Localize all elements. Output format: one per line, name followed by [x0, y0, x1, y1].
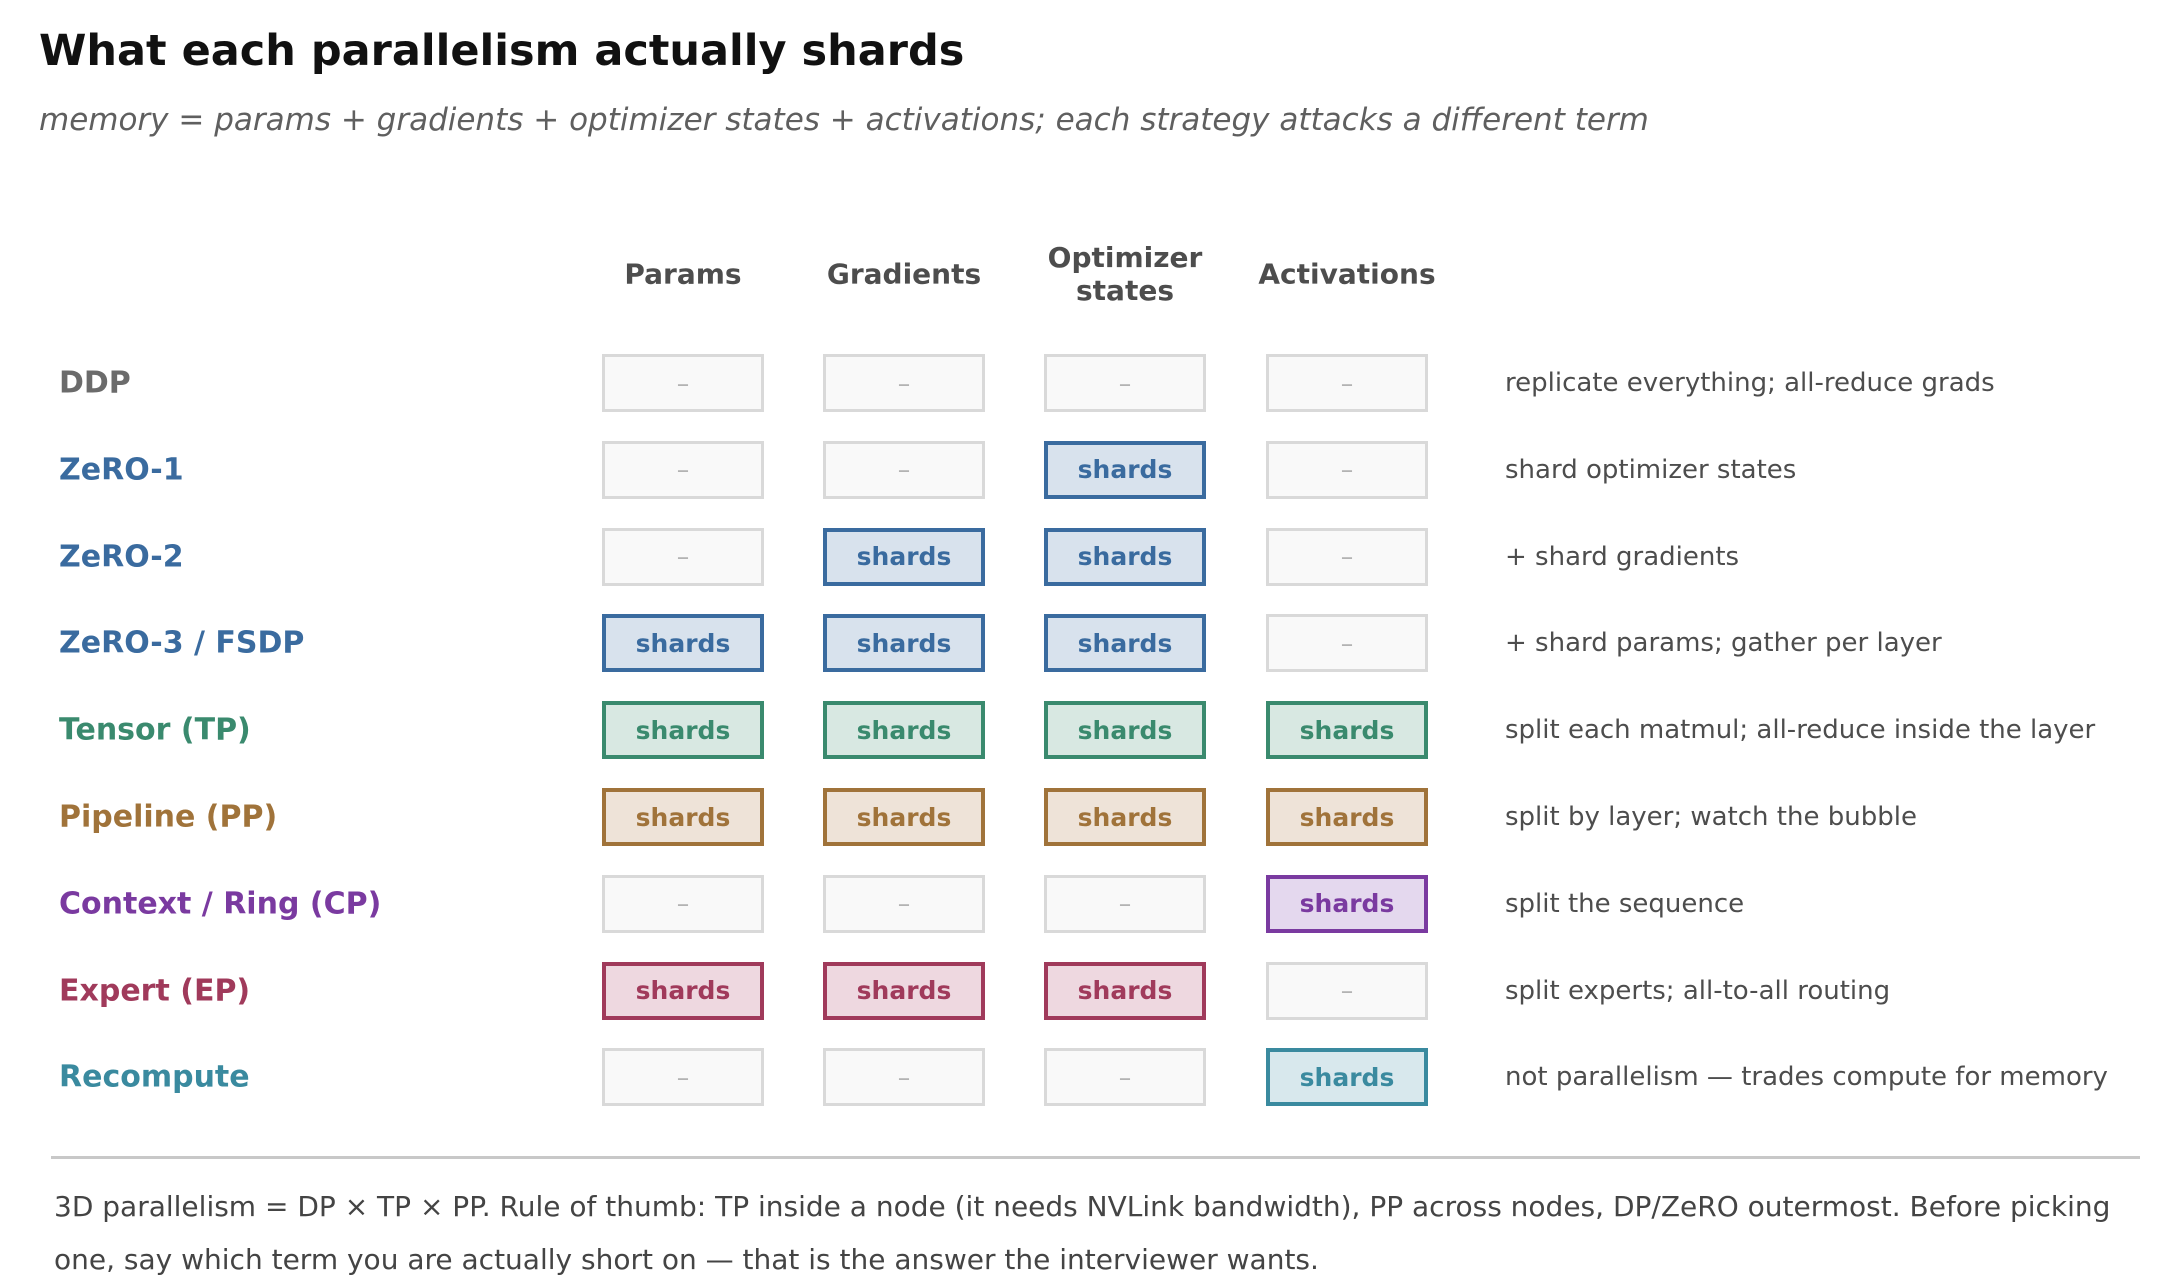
- row-label: Pipeline (PP): [59, 799, 278, 835]
- shard-cell: shards: [823, 701, 985, 760]
- shard-cell: shards: [1044, 527, 1206, 586]
- shard-cell: shards: [1044, 614, 1206, 673]
- page-subtitle: memory = params + gradients + optimizer …: [39, 102, 1649, 138]
- empty-cell: –: [1266, 614, 1428, 673]
- shard-cell: shards: [1266, 788, 1428, 846]
- shard-cell: shards: [1266, 701, 1428, 760]
- row-note: + shard gradients: [1505, 541, 1740, 572]
- row-note: split each matmul; all-reduce inside the…: [1505, 715, 2096, 746]
- row-note: not parallelism — trades compute for mem…: [1505, 1062, 2108, 1093]
- shard-cell: shards: [1044, 440, 1206, 499]
- empty-cell: –: [602, 874, 764, 933]
- empty-cell: –: [1266, 354, 1428, 412]
- divider: [51, 1156, 2140, 1159]
- shard-cell: shards: [1044, 701, 1206, 760]
- shard-cell: shards: [602, 788, 764, 846]
- column-header-0: Params: [624, 257, 742, 291]
- shard-cell: shards: [1266, 874, 1428, 933]
- empty-cell: –: [1266, 527, 1428, 586]
- page-title: What each parallelism actually shards: [39, 26, 965, 76]
- row-label: Context / Ring (CP): [59, 886, 382, 922]
- column-header-3: Activations: [1258, 257, 1436, 291]
- row-note: split the sequence: [1505, 888, 1745, 919]
- empty-cell: –: [823, 874, 985, 933]
- row-note: + shard params; gather per layer: [1505, 628, 1942, 659]
- row-label: DDP: [59, 365, 131, 401]
- row-note: split experts; all-to-all routing: [1505, 975, 1891, 1006]
- empty-cell: –: [823, 440, 985, 499]
- shard-cell: shards: [823, 614, 985, 673]
- column-header-1: Gradients: [826, 257, 982, 291]
- row-label: ZeRO-1: [59, 452, 184, 488]
- row-label: Expert (EP): [59, 973, 251, 1009]
- empty-cell: –: [602, 354, 764, 412]
- row-note: shard optimizer states: [1505, 454, 1797, 485]
- shard-cell: shards: [1044, 788, 1206, 846]
- row-label: ZeRO-3 / FSDP: [59, 625, 305, 661]
- empty-cell: –: [1044, 354, 1206, 412]
- empty-cell: –: [602, 440, 764, 499]
- empty-cell: –: [823, 1048, 985, 1107]
- column-header-2: Optimizer states: [1047, 241, 1203, 307]
- row-label: ZeRO-2: [59, 539, 184, 575]
- row-label: Tensor (TP): [59, 712, 251, 748]
- shard-cell: shards: [602, 701, 764, 760]
- shard-cell: shards: [823, 527, 985, 586]
- empty-cell: –: [823, 354, 985, 412]
- empty-cell: –: [602, 527, 764, 586]
- row-note: split by layer; watch the bubble: [1505, 802, 1917, 832]
- empty-cell: –: [1266, 961, 1428, 1020]
- shard-cell: shards: [602, 614, 764, 673]
- empty-cell: –: [1266, 440, 1428, 499]
- row-label: Recompute: [59, 1059, 250, 1095]
- empty-cell: –: [1044, 874, 1206, 933]
- shard-cell: shards: [602, 961, 764, 1020]
- shard-cell: shards: [1044, 961, 1206, 1020]
- shard-cell: shards: [823, 788, 985, 846]
- shard-cell: shards: [823, 961, 985, 1020]
- empty-cell: –: [1044, 1048, 1206, 1107]
- shard-cell: shards: [1266, 1048, 1428, 1107]
- empty-cell: –: [602, 1048, 764, 1107]
- row-note: replicate everything; all-reduce grads: [1505, 368, 1995, 398]
- footer-note: 3D parallelism = DP × TP × PP. Rule of t…: [54, 1190, 2111, 1276]
